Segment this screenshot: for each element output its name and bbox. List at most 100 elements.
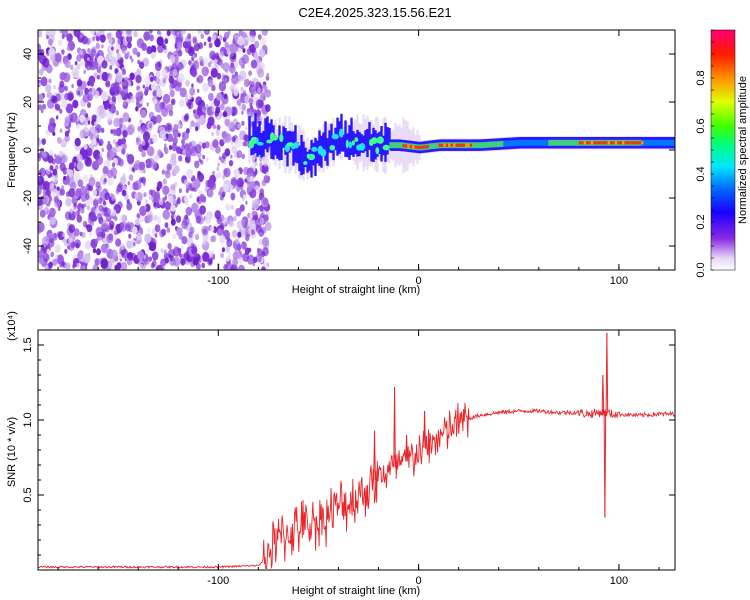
spectrogram-panel: -100 0 100 -40 -20 0 20 40 Height of straight l… (6, 29, 676, 296)
ridge-band (518, 139, 522, 146)
ridge-band (506, 140, 510, 147)
ridge-band (503, 140, 507, 147)
noise-speck (76, 79, 83, 87)
colorbar-tick-label: 0.4 (695, 166, 707, 181)
noise-speck (128, 183, 133, 190)
noise-speck (88, 176, 96, 187)
noise-speck (81, 204, 85, 209)
noise-speck (73, 202, 77, 208)
noise-speck (104, 207, 111, 217)
noise-speck (217, 171, 222, 179)
noise-speck (76, 123, 80, 130)
noise-speck (61, 99, 68, 109)
noise-speck (98, 108, 107, 119)
noise-speck (122, 130, 128, 138)
noise-speck (208, 42, 213, 49)
noise-speck (176, 146, 182, 154)
noise-speck (197, 170, 202, 177)
noise-speck (84, 240, 91, 250)
noise-speck (107, 169, 114, 179)
ridge-core (284, 128, 287, 155)
ridge-hot (631, 141, 634, 145)
noise-speck (240, 86, 244, 93)
noise-speck (164, 147, 169, 155)
ridge-core (314, 137, 317, 176)
noise-speck (243, 134, 249, 142)
noise-speck (38, 249, 44, 259)
noise-speck (169, 54, 176, 64)
noise-speck (222, 217, 228, 226)
noise-speck (223, 183, 230, 193)
noise-speck (137, 126, 142, 132)
ridge-hot (450, 143, 453, 147)
noise-speck (107, 140, 111, 146)
noise-speck (99, 34, 106, 43)
noise-speck (65, 103, 74, 114)
noise-speck (157, 30, 160, 35)
noise-speck (241, 241, 247, 250)
ridge-core (344, 120, 347, 157)
noise-speck (202, 239, 207, 246)
noise-speck (89, 126, 97, 137)
noise-speck (57, 186, 60, 191)
noise-speck (178, 155, 183, 162)
noise-speck (106, 143, 113, 152)
noise-speck (113, 117, 120, 128)
noise-speck (259, 217, 265, 225)
noise-speck (262, 197, 269, 206)
ridge-band (473, 142, 477, 149)
ridge-core (264, 118, 267, 150)
noise-speck (261, 164, 269, 174)
noise-speck (38, 176, 41, 182)
noise-speck (194, 144, 202, 154)
noise-speck (141, 42, 147, 51)
ridge-patch (375, 147, 380, 155)
noise-speck (142, 131, 151, 142)
noise-speck (102, 165, 109, 175)
noise-speck (92, 36, 96, 42)
spectrogram-y-axis-label: Frequency (Hz) (6, 112, 18, 188)
noise-speck (52, 258, 58, 266)
noise-speck (164, 170, 171, 179)
noise-speck (38, 68, 44, 76)
noise-speck (170, 204, 176, 212)
noise-speck (152, 155, 158, 163)
noise-speck (217, 228, 224, 237)
noise-speck (85, 60, 93, 71)
noise-speck (42, 246, 46, 251)
noise-speck (161, 107, 169, 117)
ridge-hot (636, 141, 639, 145)
noise-speck (170, 218, 176, 226)
ridge-patch (351, 140, 355, 146)
noise-speck (54, 244, 61, 253)
noise-speck (76, 161, 84, 171)
noise-speck (148, 195, 151, 200)
noise-speck (45, 84, 52, 93)
noise-speck (155, 77, 161, 85)
noise-speck (182, 216, 190, 226)
noise-speck (100, 231, 106, 239)
noise-speck (64, 85, 67, 90)
noise-speck (146, 214, 153, 223)
ridge-hot (595, 141, 598, 145)
noise-speck (187, 33, 192, 40)
noise-speck (244, 140, 249, 147)
noise-speck (242, 48, 246, 53)
noise-speck (176, 198, 181, 205)
noise-speck (154, 61, 162, 72)
noise-speck (42, 151, 47, 158)
ridge-hot (419, 145, 422, 150)
noise-speck (38, 104, 43, 111)
ridge-band (671, 139, 675, 146)
noise-speck (56, 136, 62, 144)
noise-speck (59, 162, 66, 172)
noise-speck (233, 215, 237, 222)
noise-speck (170, 98, 176, 106)
noise-speck (179, 253, 182, 258)
ridge-core (298, 145, 301, 172)
noise-speck (138, 161, 145, 171)
noise-speck (260, 37, 267, 46)
ridge-patch (307, 153, 316, 161)
ridge-band (659, 139, 663, 146)
noise-speck (69, 208, 73, 214)
